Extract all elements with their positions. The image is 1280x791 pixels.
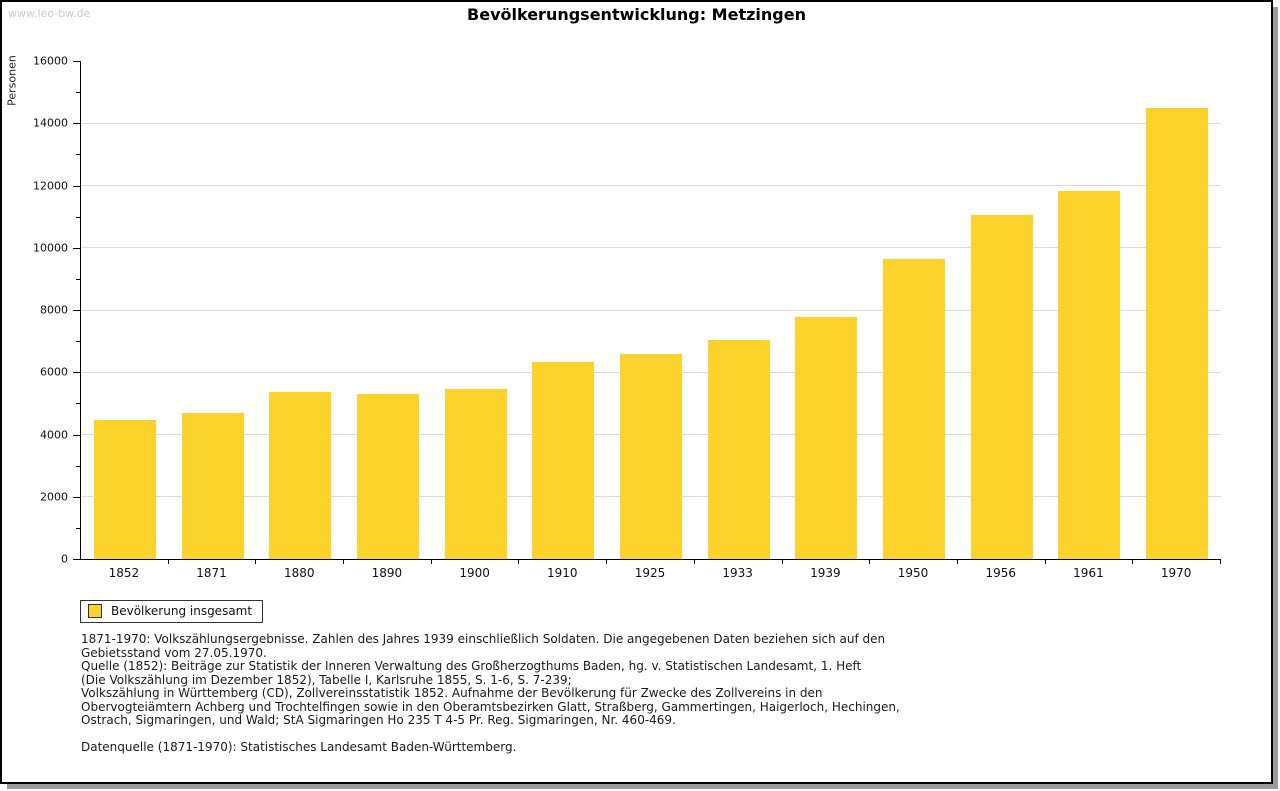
watermark-text: www.leo-bw.de [8, 7, 91, 20]
x-axis-boundary-tick [781, 560, 783, 564]
bar-1950 [883, 258, 946, 559]
y-axis-major-tick [73, 496, 80, 498]
footnote-line: Gebietsstand vom 27.05.1970. [81, 645, 267, 660]
legend-label: Bevölkerung insgesamt [111, 604, 253, 618]
y-tick-label: 0 [61, 552, 68, 566]
footnote-line: Datenquelle (1871-1970): Statistisches L… [81, 740, 517, 754]
x-axis-boundary-tick [430, 560, 432, 564]
x-tick-label: 1956 [985, 566, 1017, 580]
y-tick-label: 14000 [33, 116, 68, 130]
footnote-line: Ostrach, Sigmaringen, und Wald; StA Sigm… [81, 713, 676, 727]
x-tick-label: 1890 [371, 566, 403, 580]
bar-1910 [532, 361, 595, 559]
x-axis-labels: 1852 1871 1880 1890 1900 1910 1925 1933 1939 1950… [80, 566, 1220, 582]
x-axis-boundary-tick [1220, 560, 1221, 564]
y-axis: 0 2000 4000 6000 8000 10000 12000 14000 16000 [2, 55, 80, 566]
bar-1900 [444, 389, 507, 559]
bar-1890 [356, 393, 419, 559]
footnote-line: (Die Volkszählung im Dezember 1852), Tab… [81, 672, 572, 687]
y-tick-label: 6000 [40, 365, 68, 379]
bar-1956 [970, 214, 1033, 559]
y-tick-label: 10000 [33, 241, 68, 255]
x-tick-label: 1925 [634, 566, 666, 580]
y-tick-label: 8000 [40, 303, 68, 317]
x-tick-label: 1871 [196, 566, 227, 580]
y-tick-label: 16000 [33, 54, 68, 68]
x-axis-boundary-tick [693, 560, 695, 564]
x-tick-label: 1939 [810, 566, 841, 580]
x-axis-boundary-tick [1044, 560, 1046, 564]
y-axis-major-tick [73, 123, 80, 125]
bar-1961 [1058, 190, 1121, 559]
y-axis-major-tick [73, 61, 80, 62]
y-axis-minor-tick [76, 341, 80, 343]
bar-1925 [620, 353, 682, 559]
x-tick-label: 1852 [108, 566, 140, 580]
grid-line [81, 185, 1221, 186]
y-axis-minor-tick [76, 465, 80, 467]
y-axis-minor-tick [76, 403, 80, 405]
bar-1852 [93, 419, 156, 559]
x-axis-boundary-tick [167, 560, 169, 564]
x-axis-boundary-tick [518, 560, 520, 564]
footnote-line: Obervogteiämtern Achberg und Trochtelfin… [81, 699, 900, 714]
y-axis-minor-tick [76, 278, 80, 280]
y-axis-major-tick [73, 247, 80, 249]
y-axis-minor-tick [76, 216, 80, 218]
y-axis-major-tick [73, 310, 80, 311]
footnote-line: Volkszählung in Württemberg (CD), Zollve… [81, 686, 823, 700]
x-tick-label: 1970 [1160, 566, 1192, 580]
x-axis-ticks [80, 560, 1222, 566]
x-tick-label: 1961 [1073, 566, 1104, 580]
x-axis-boundary-tick [255, 560, 257, 564]
y-axis-major-tick [73, 434, 80, 436]
bar-1970 [1146, 108, 1209, 559]
y-axis-major-tick [73, 185, 80, 187]
x-tick-label: 1880 [283, 566, 315, 580]
x-axis-boundary-tick [869, 560, 871, 564]
legend-box: Bevölkerung insgesamt [80, 600, 264, 623]
footnote-line: 1871-1970: Volkszählungsergebnisse. Zahl… [81, 632, 886, 646]
footnote-line [81, 728, 1211, 742]
y-axis-major-tick [73, 372, 80, 374]
grid-line [81, 247, 1221, 249]
x-axis-boundary-tick [343, 560, 345, 564]
bar-1871 [181, 412, 244, 559]
x-tick-label: 1933 [722, 566, 753, 580]
grid-line [81, 309, 1221, 311]
legend-swatch [88, 604, 102, 618]
x-tick-label: 1910 [547, 566, 578, 580]
x-tick-label: 1900 [459, 566, 490, 580]
chart-title: Bevölkerungsentwicklung: Metzingen [467, 5, 806, 24]
plot-area [80, 61, 1221, 560]
x-axis-boundary-tick [1132, 560, 1134, 564]
y-axis-major-tick [73, 559, 80, 560]
bar-1939 [795, 316, 858, 559]
y-axis-minor-tick [76, 154, 80, 156]
y-tick-label: 2000 [40, 490, 68, 504]
x-axis-boundary-tick [956, 560, 958, 564]
grid-line [81, 122, 1221, 124]
y-axis-minor-tick [76, 92, 80, 94]
bar-1880 [269, 392, 332, 559]
y-tick-label: 12000 [33, 179, 68, 192]
y-tick-label: 4000 [40, 428, 68, 441]
bar-1933 [707, 339, 770, 559]
x-tick-label: 1950 [897, 566, 929, 580]
footnotes: 1871-1970: Volkszählungsergebnisse. Zahl… [81, 632, 1211, 755]
footnote-line: Quelle (1852): Beiträge zur Statistik de… [81, 659, 862, 673]
x-axis-boundary-tick [606, 560, 608, 564]
y-axis-minor-tick [76, 527, 80, 529]
